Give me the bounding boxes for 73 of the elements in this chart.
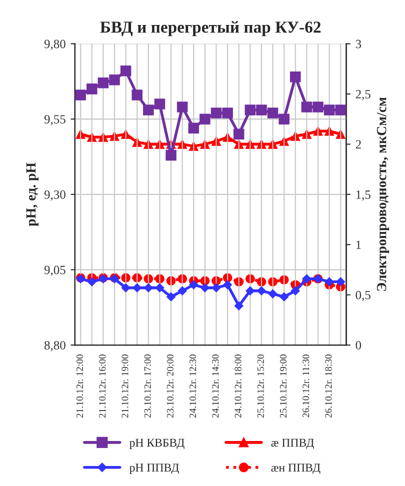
x-tick-label: 23.10.12г. 17:00 [144, 354, 151, 418]
legend-label: pH КВБВД [129, 438, 184, 450]
x-tick-label: 21.10.12г. 16:00 [99, 354, 106, 418]
point [244, 104, 256, 116]
x-tick-label: 25.10.12г. 19:00 [280, 354, 287, 418]
point [256, 104, 267, 116]
point [212, 283, 221, 292]
legend-label: æ ППВД [271, 438, 314, 450]
point [335, 104, 346, 116]
legend-label: æн ППВД [271, 464, 320, 474]
point [143, 104, 154, 116]
point [120, 65, 132, 76]
x-tick-label: 26.10.12г. 11:30 [302, 354, 310, 418]
point [166, 292, 176, 302]
point [301, 102, 312, 112]
y-tick-label: 9,30 [44, 190, 66, 201]
x-tick-label: 26.10.12г. 18:30 [325, 354, 332, 418]
point [178, 286, 187, 296]
x-tick-label: 25.10.12г. 15:20 [257, 354, 264, 418]
point [257, 286, 266, 296]
y2-tick-label: 3 [356, 40, 362, 48]
point [109, 74, 120, 86]
point [246, 286, 255, 296]
y2-axis-title: Электропроводность, мкСм/см [376, 97, 390, 291]
point [86, 84, 98, 94]
point [200, 283, 210, 292]
point [312, 102, 324, 112]
point [324, 277, 334, 286]
point [87, 277, 96, 286]
point [278, 114, 290, 124]
point [189, 280, 198, 290]
point [324, 104, 335, 116]
x-tick-label: 23.10.12г. 20:00 [166, 354, 174, 418]
point [155, 283, 164, 292]
y2-tick-label: 0,5 [356, 290, 370, 302]
point [223, 280, 232, 290]
point [121, 283, 130, 292]
y-axis-title: pH, ед. pH [26, 162, 38, 226]
y2-tick-label: 1,5 [356, 190, 370, 201]
point [280, 292, 289, 302]
x-tick-label: 21.10.12г. 12:00 [76, 354, 84, 418]
y-tick-label: 9,80 [44, 40, 66, 50]
point [176, 102, 188, 112]
point [210, 108, 222, 118]
x-tick-label: 21.10.12г. 19:00 [122, 354, 128, 418]
y2-tick-label: 1 [356, 240, 361, 249]
point [268, 289, 278, 298]
point [234, 301, 244, 310]
y-tick-label: 9,55 [44, 115, 66, 126]
y-tick-label: 8,80 [44, 341, 66, 352]
point [302, 274, 312, 284]
y-tick-label: 9,05 [44, 266, 66, 276]
point [75, 90, 86, 100]
x-tick-label: 24.10.12г. 14:30 [212, 354, 219, 418]
x-tick-label: 24.10.12г. 12:30 [190, 354, 196, 418]
chart-title: БВД и перегретый пар КУ-62 [100, 21, 321, 36]
point [132, 90, 142, 100]
point [233, 128, 244, 140]
point [336, 277, 346, 286]
point [200, 114, 210, 124]
y2-tick-label: 2,5 [356, 90, 370, 100]
point [154, 98, 166, 110]
point [166, 150, 176, 161]
point [267, 108, 278, 118]
point [98, 78, 109, 88]
y2-tick-label: 2 [356, 140, 361, 149]
point [188, 122, 200, 134]
point [222, 108, 233, 118]
x-tick-label: 24.10.12г. 18:00 [234, 354, 242, 418]
point [290, 72, 301, 82]
y2-tick-label: 0 [356, 341, 362, 350]
point [290, 286, 300, 296]
legend-label: pH ППВД [129, 464, 179, 474]
